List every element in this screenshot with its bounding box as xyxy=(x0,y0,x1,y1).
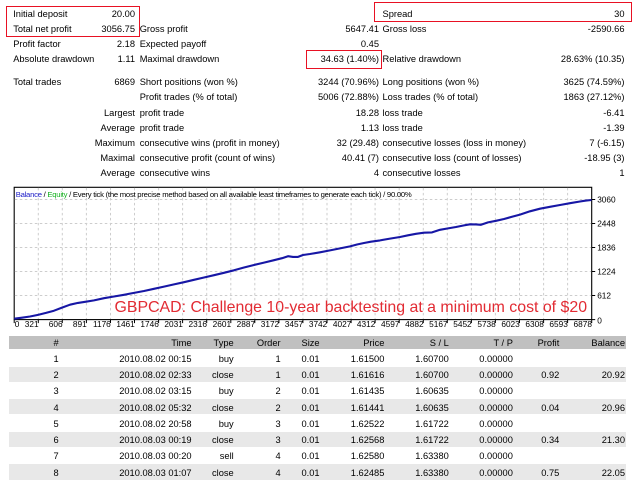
svg-text:3742: 3742 xyxy=(309,319,328,329)
svg-text:891: 891 xyxy=(73,319,87,329)
svg-text:4027: 4027 xyxy=(333,319,352,329)
svg-text:2601: 2601 xyxy=(213,319,232,329)
svg-text:1176: 1176 xyxy=(93,319,111,329)
svg-text:1461: 1461 xyxy=(116,319,135,329)
svg-text:0: 0 xyxy=(15,319,20,329)
svg-text:GBPCAD: Challenge 10-year back: GBPCAD: Challenge 10-year backtesting at… xyxy=(115,299,588,316)
svg-text:0: 0 xyxy=(597,316,602,326)
svg-text:4597: 4597 xyxy=(381,319,400,329)
svg-text:4882: 4882 xyxy=(405,319,424,329)
svg-text:6878: 6878 xyxy=(574,319,593,329)
svg-text:3060: 3060 xyxy=(597,195,616,205)
svg-text:6023: 6023 xyxy=(501,319,520,329)
svg-text:3457: 3457 xyxy=(285,319,304,329)
svg-text:1224: 1224 xyxy=(597,267,616,277)
svg-text:6308: 6308 xyxy=(525,319,544,329)
svg-text:612: 612 xyxy=(597,291,611,301)
svg-text:2031: 2031 xyxy=(164,319,183,329)
svg-text:6593: 6593 xyxy=(549,319,568,329)
svg-text:1836: 1836 xyxy=(597,243,616,253)
svg-text:2887: 2887 xyxy=(237,319,256,329)
svg-text:2316: 2316 xyxy=(189,319,208,329)
svg-text:5738: 5738 xyxy=(477,319,496,329)
svg-text:2448: 2448 xyxy=(597,219,616,229)
svg-text:4312: 4312 xyxy=(357,319,376,329)
svg-text:321: 321 xyxy=(25,319,39,329)
svg-text:5452: 5452 xyxy=(453,319,472,329)
svg-text:Balance / Equity / Every tick: Balance / Equity / Every tick (the most … xyxy=(16,190,412,199)
svg-text:606: 606 xyxy=(49,319,63,329)
svg-text:5167: 5167 xyxy=(429,319,448,329)
svg-text:1746: 1746 xyxy=(140,319,159,329)
svg-text:3172: 3172 xyxy=(261,319,280,329)
